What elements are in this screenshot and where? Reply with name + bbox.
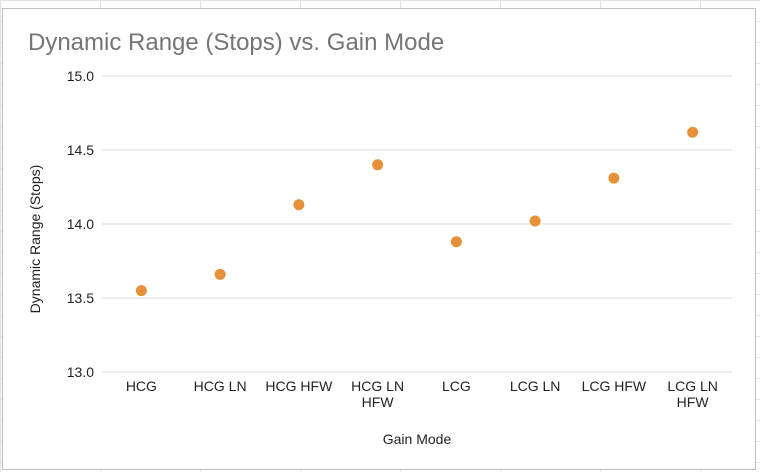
y-axis-ticks: 13.0 13.5 14.0 14.5 15.0 (67, 68, 94, 380)
x-axis-label: Gain Mode (383, 431, 452, 447)
chart-container[interactable] (2, 8, 756, 470)
x-tick-label: LCG HFW (582, 378, 647, 394)
x-tick-label: LCG (442, 378, 471, 394)
y-tick-label: 14.0 (67, 216, 94, 232)
data-points (135, 126, 699, 297)
y-tick-label: 14.5 (67, 142, 94, 158)
x-tick-label: HCG HFW (265, 378, 333, 394)
data-point[interactable] (214, 268, 226, 280)
x-tick-label: HCG (126, 378, 157, 394)
gridlines (102, 75, 732, 373)
data-point[interactable] (293, 199, 305, 211)
data-point[interactable] (529, 215, 541, 227)
y-tick-label: 15.0 (67, 68, 94, 84)
x-axis-ticks: HCG HCG LN HCG HFW HCG LN HFW LCG LCG LN LCG HF… (126, 378, 718, 410)
data-point[interactable] (372, 159, 384, 171)
data-point[interactable] (135, 285, 147, 297)
data-point[interactable] (450, 236, 462, 248)
x-tick-label: HCG LN HFW (351, 378, 404, 410)
y-tick-label: 13.0 (67, 364, 94, 380)
chart-title: Dynamic Range (Stops) vs. Gain Mode (28, 29, 444, 56)
y-axis-label: Dynamic Range (Stops) (27, 165, 43, 314)
x-tick-label: LCG LN (510, 378, 561, 394)
data-point[interactable] (608, 172, 620, 184)
data-point[interactable] (687, 126, 699, 138)
y-tick-label: 13.5 (67, 290, 94, 306)
x-tick-label: HCG LN (194, 378, 247, 394)
x-tick-label: LCG LN HFW (667, 378, 718, 410)
